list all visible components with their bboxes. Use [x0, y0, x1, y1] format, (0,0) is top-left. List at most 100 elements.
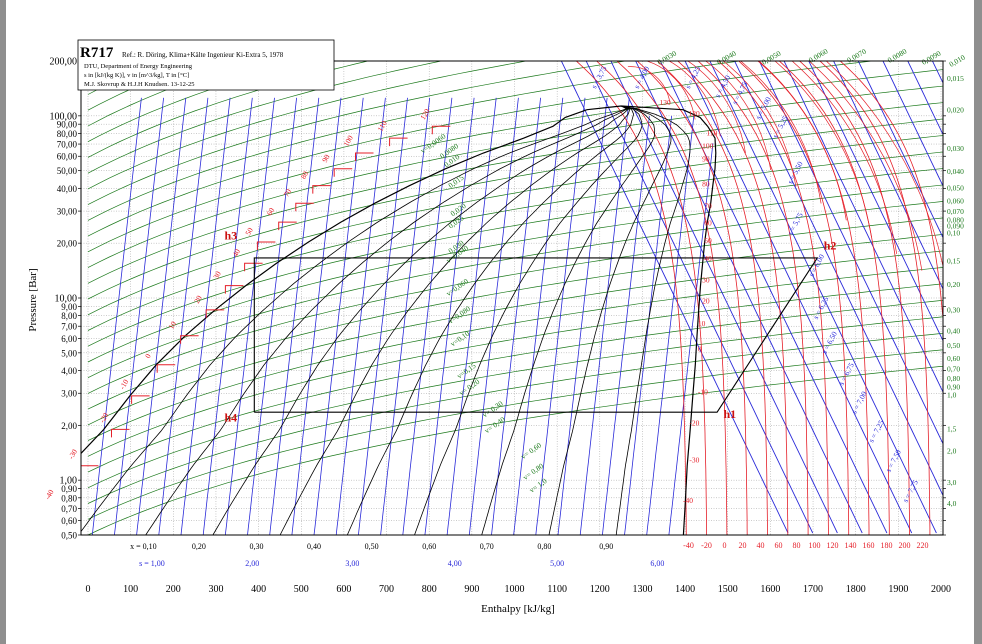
- cycle-point-label: h3: [224, 228, 237, 242]
- volume-label-right: 1,5: [947, 424, 957, 433]
- volume-label-right: 0,0060: [807, 46, 830, 64]
- superheat-isotherm-label: 90: [702, 155, 710, 164]
- isotherm-label: 20: [192, 294, 204, 305]
- y-tick-label: 4,00: [61, 366, 77, 376]
- x-tick-label: 300: [208, 584, 223, 595]
- isentrope-line: [270, 98, 319, 535]
- volume-label-right: 0,20: [947, 280, 960, 289]
- x-tick-label: 1500: [718, 584, 738, 595]
- volume-label-right: 1,0: [947, 390, 957, 399]
- y-tick-label: 20,00: [57, 239, 78, 249]
- ph-diagram: -40-30-20-100102030405060708090100110120…: [6, 0, 974, 644]
- volume-label-right: 0,0050: [760, 49, 783, 67]
- isotherm-label: 40: [231, 247, 243, 258]
- isentrope-line: [159, 98, 208, 535]
- volume-label-right: 0,70: [947, 364, 960, 373]
- isotherm-liquid-step: [334, 169, 352, 177]
- volume-label-right: 0,030: [947, 144, 964, 153]
- temperature-axis-label: 60: [775, 541, 783, 550]
- isotherm-label: -40: [43, 488, 56, 501]
- entropy-label: s = 7,50: [884, 448, 903, 474]
- superheat-isotherm-label: 50: [704, 236, 712, 245]
- y-tick-label: 0,50: [61, 531, 77, 541]
- y-tick-label: 3,00: [61, 389, 77, 399]
- x-tick-label: 900: [464, 584, 479, 595]
- volume-label: v=0,10: [449, 329, 472, 349]
- x-tick-label: 400: [251, 584, 266, 595]
- temperature-axis-label: 0: [723, 541, 727, 550]
- superheat-isotherm-label: 80: [702, 179, 710, 188]
- x-tick-label: 800: [422, 584, 437, 595]
- isotherm-line: [731, 54, 849, 535]
- isochore-line: [88, 82, 974, 268]
- quality-line: [482, 106, 655, 535]
- y-tick-label: 80,00: [57, 129, 78, 139]
- isotherm-label: 60: [265, 206, 277, 217]
- isentrope-line: [607, 52, 838, 533]
- document-page: -40 -30 -20 -10 0 10 20 30 40 50 60 70 80 90 100 110 120…: [6, 0, 974, 644]
- cycle-point-label: h2: [824, 238, 837, 252]
- entropy-label: s = 6,25: [811, 295, 830, 321]
- temperature-axis-label: 40: [757, 541, 765, 550]
- quality-label: 0,20: [192, 542, 206, 551]
- x-tick-label: 1900: [888, 584, 908, 595]
- temperature-axis-label: 120: [826, 541, 838, 550]
- volume-label-right: 0,50: [947, 341, 960, 350]
- volume-label: 0,025: [447, 213, 466, 230]
- y-tick-label: 70,00: [57, 140, 78, 150]
- isentrope-line: [381, 98, 430, 535]
- quality-line: [146, 106, 628, 535]
- x-tick-label: 1800: [846, 584, 866, 595]
- x-tick-label: 200: [166, 584, 181, 595]
- temperature-axis-label: 160: [862, 541, 874, 550]
- entropy-label: s = 5,25: [771, 114, 790, 140]
- temperature-axis-label: 20: [739, 541, 747, 550]
- superheat-isotherm-label: -20: [689, 418, 699, 427]
- y-tick-label: 0,80: [61, 493, 77, 503]
- isotherm-liquid-step: [157, 365, 175, 373]
- superheat-isotherm-label: 10: [698, 319, 706, 328]
- y-tick-label: 5,00: [61, 348, 77, 358]
- volume-label-right: 2,0: [947, 447, 957, 456]
- x-tick-label: 0: [86, 584, 91, 595]
- superheat-isotherm-label: -30: [689, 456, 699, 465]
- x-tick-label: 1600: [760, 584, 780, 595]
- x-tick-label: 600: [336, 584, 351, 595]
- entropy-axis-label: 4,00: [448, 559, 462, 568]
- superheat-isotherm-label: 100: [702, 142, 714, 151]
- y-tick-label: 200,00: [50, 57, 78, 68]
- quality-label: 0,50: [365, 542, 379, 551]
- superheat-isotherm-label: 0: [698, 344, 702, 353]
- quality-label: 0,80: [537, 542, 551, 551]
- volume-label-right: 0,020: [947, 106, 964, 115]
- volume-label-right: 0,060: [947, 197, 964, 206]
- cycle-point-label: h4: [224, 410, 237, 424]
- entropy-label: s = 7,75: [901, 478, 920, 504]
- entropy-axis-label: 2,00: [245, 559, 259, 568]
- volume-label-right: 0,40: [947, 326, 960, 335]
- isentrope-line: [248, 98, 297, 535]
- quality-label: 0,40: [307, 542, 321, 551]
- isotherm-line: [751, 54, 869, 535]
- isentrope-line: [181, 98, 230, 535]
- superheat-isotherm-label: 110: [706, 128, 717, 137]
- credit-line-2: s in [kJ/(kg K)], v in [m^3/kg], T in [°…: [84, 72, 189, 79]
- superheat-isotherm-label: -40: [683, 496, 693, 505]
- volume-label-right: 0,050: [947, 183, 964, 192]
- isentrope-line: [314, 98, 363, 535]
- isotherm-label: -10: [118, 378, 131, 391]
- temperature-axis-label: 100: [809, 541, 821, 550]
- isentrope-line: [225, 98, 274, 535]
- volume-label-right: 0,15: [947, 256, 960, 265]
- isochore-line: [88, 214, 974, 394]
- quality-label: 0,70: [480, 542, 494, 551]
- isotherm-label: 70: [282, 187, 294, 198]
- isotherm-line: [710, 54, 828, 535]
- x-tick-label: 1400: [675, 584, 695, 595]
- quality-line: [213, 106, 629, 535]
- x-tick-label: 2000: [931, 584, 951, 595]
- isotherm-label: -20: [97, 411, 110, 424]
- x-tick-label: 1000: [505, 584, 525, 595]
- isentrope-line: [580, 98, 629, 535]
- y-tick-label: 6,00: [61, 334, 77, 344]
